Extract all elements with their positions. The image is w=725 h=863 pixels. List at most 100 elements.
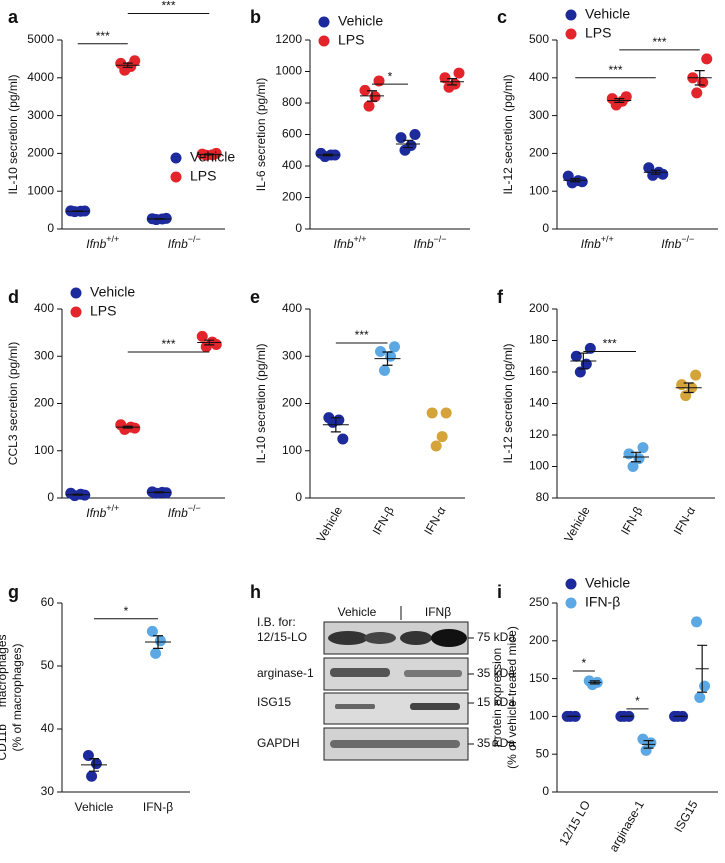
text-part: −/− — [188, 503, 201, 513]
ib-label: I.B. for: — [257, 615, 296, 629]
data-point — [210, 147, 222, 159]
x-tick-label: Ifnb−/− — [168, 503, 201, 520]
data-point — [633, 453, 645, 465]
data-point — [440, 407, 452, 419]
panel: a 0 1000 2000 3000 4000 5000 IL-10 secretion (p… — [6, 0, 235, 251]
panel-label: a — [8, 7, 19, 27]
error-bar — [323, 153, 333, 157]
size-label: 35 kDa — [477, 666, 515, 680]
lane-label: Vehicle — [338, 605, 377, 619]
panel: e 0 100 200 300 400 IL-10 secretion (pg/ml) Veh… — [250, 287, 465, 545]
legend-marker — [70, 306, 82, 318]
text-part: Ifnb — [168, 237, 188, 251]
y-tick-label: 140 — [529, 396, 549, 410]
error-bar — [447, 77, 457, 86]
data-point — [115, 57, 127, 69]
row-label: 12/15-LO — [257, 630, 307, 644]
text-part: +/+ — [106, 503, 119, 513]
data-point — [375, 346, 386, 358]
y-tick-label: 2000 — [27, 146, 54, 160]
data-point — [90, 758, 102, 770]
y-tick-label: 300 — [282, 348, 302, 362]
data-point — [699, 680, 711, 692]
y-tick-label: 1000 — [27, 183, 54, 197]
text-part: +/+ — [601, 234, 614, 244]
y-tick-label: 30 — [41, 784, 55, 798]
sig-label: *** — [96, 29, 110, 43]
sig-label: *** — [161, 0, 175, 13]
sig-label: *** — [652, 35, 666, 49]
error-bar — [122, 62, 133, 68]
error-bar — [89, 758, 99, 772]
y-tick-label: 1000 — [275, 64, 302, 78]
text-part: −/− — [681, 234, 694, 244]
data-point — [430, 440, 442, 452]
band — [328, 631, 368, 645]
y-tick-label: 160 — [529, 364, 549, 378]
legend-marker — [565, 578, 577, 590]
band — [335, 704, 375, 709]
data-point — [395, 132, 407, 144]
y-tick-label: 300 — [529, 108, 549, 122]
legend-label: IFN-β — [585, 594, 620, 610]
error-bar — [643, 739, 654, 749]
text-part: Ifnb — [413, 237, 433, 251]
data-point — [129, 55, 141, 67]
legend-label: Vehicle — [190, 149, 235, 165]
legend-marker — [318, 35, 330, 47]
y-tick-label: 0 — [295, 490, 302, 504]
data-point — [439, 72, 451, 84]
sig-label: * — [388, 69, 393, 83]
y-tick-label: 100 — [282, 443, 302, 457]
lane-label: IFNβ — [425, 605, 451, 619]
data-point — [146, 625, 158, 637]
legend-marker — [565, 28, 577, 40]
y-tick-label: 200 — [282, 396, 302, 410]
blot-row: GAPDH 35 kDa — [257, 727, 515, 761]
data-point — [453, 67, 465, 79]
y-tick-label: 400 — [282, 301, 302, 315]
band — [330, 668, 390, 677]
panel-label: c — [497, 7, 507, 27]
text-part: +/+ — [106, 234, 119, 244]
panel-label: b — [250, 7, 261, 27]
blot-panel: h I.B. for: Vehicle IFNβ 12/15-LO 75 kDa… — [250, 582, 515, 761]
error-bar — [697, 644, 708, 693]
legend-marker — [565, 597, 577, 609]
y-tick-label: 180 — [529, 333, 549, 347]
text-part: Ifnb — [581, 237, 601, 251]
legend-marker — [170, 171, 182, 183]
data-point — [160, 212, 172, 224]
data-point — [65, 487, 77, 499]
panel: d 0 100 200 300 400 CCL3 secretion (pg/ml) Ifnb… — [6, 284, 225, 520]
panel-label: h — [250, 582, 261, 602]
blot-row: ISG15 15 kDa — [257, 692, 515, 725]
data-point — [449, 78, 461, 90]
y-axis-label: (% of vehicle-treated mice) — [505, 626, 519, 769]
band — [410, 703, 460, 710]
y-tick-label: 100 — [529, 709, 549, 723]
error-bar — [614, 97, 625, 103]
size-label: 75 kDa — [477, 630, 515, 644]
data-point — [405, 140, 417, 152]
y-tick-label: 40 — [41, 721, 55, 735]
legend-marker — [70, 287, 82, 299]
data-point — [701, 53, 713, 65]
data-point — [584, 342, 596, 354]
x-tick-label: Ifnb+/+ — [86, 503, 119, 520]
y-tick-label: 60 — [41, 595, 55, 609]
text-part: +/+ — [354, 234, 367, 244]
y-tick-label: 200 — [34, 396, 54, 410]
x-tick-label: arginase-1 — [606, 798, 647, 854]
data-point — [580, 358, 592, 370]
y-tick-label: 50 — [536, 746, 550, 760]
text-part: −/− — [434, 234, 447, 244]
x-tick-label: Vehicle — [561, 504, 593, 545]
legend-label: LPS — [338, 32, 364, 48]
error-bar — [204, 153, 215, 156]
error-bar — [382, 351, 393, 366]
x-tick-label: Ifnb+/+ — [333, 234, 366, 251]
y-tick-label: 80 — [536, 490, 550, 504]
y-tick-label: 4000 — [27, 70, 54, 84]
x-tick-label: Ifnb−/− — [661, 234, 694, 251]
